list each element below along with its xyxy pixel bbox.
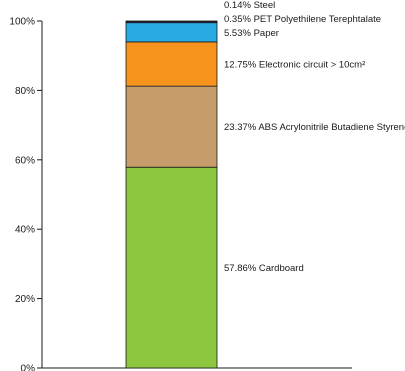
bar-layer (125, 20, 218, 369)
segment-label: 0.14% Steel (224, 0, 275, 11)
segment-label: 23.37% ABS Acrylonitrile Butadiene Styre… (224, 122, 405, 133)
segment-label: 0.35% PET Polyethilene Terephtalate (224, 14, 381, 25)
segment-label: 5.53% Paper (224, 28, 279, 39)
y-tick-label: 40% (15, 225, 35, 236)
bar-segment (125, 41, 218, 87)
y-tick-label: 100% (9, 17, 35, 28)
bar-segment (125, 166, 218, 369)
bar-segment (125, 85, 218, 168)
axis-layer: 0% 20% 40% 60% 80% 100% (9, 17, 352, 371)
y-tick-label: 60% (15, 155, 35, 166)
bar-segment (125, 22, 218, 43)
y-tick-label: 0% (21, 364, 36, 371)
bar-segment (125, 20, 218, 23)
segment-label: 12.75% Electronic circuit > 10cm² (224, 60, 365, 71)
label-layer: 57.86% Cardboard 23.37% ABS Acrylonitrile… (224, 0, 405, 274)
y-tick-label: 20% (15, 294, 35, 305)
y-tick-label: 80% (15, 86, 35, 97)
segment-label: 57.86% Cardboard (224, 263, 304, 274)
